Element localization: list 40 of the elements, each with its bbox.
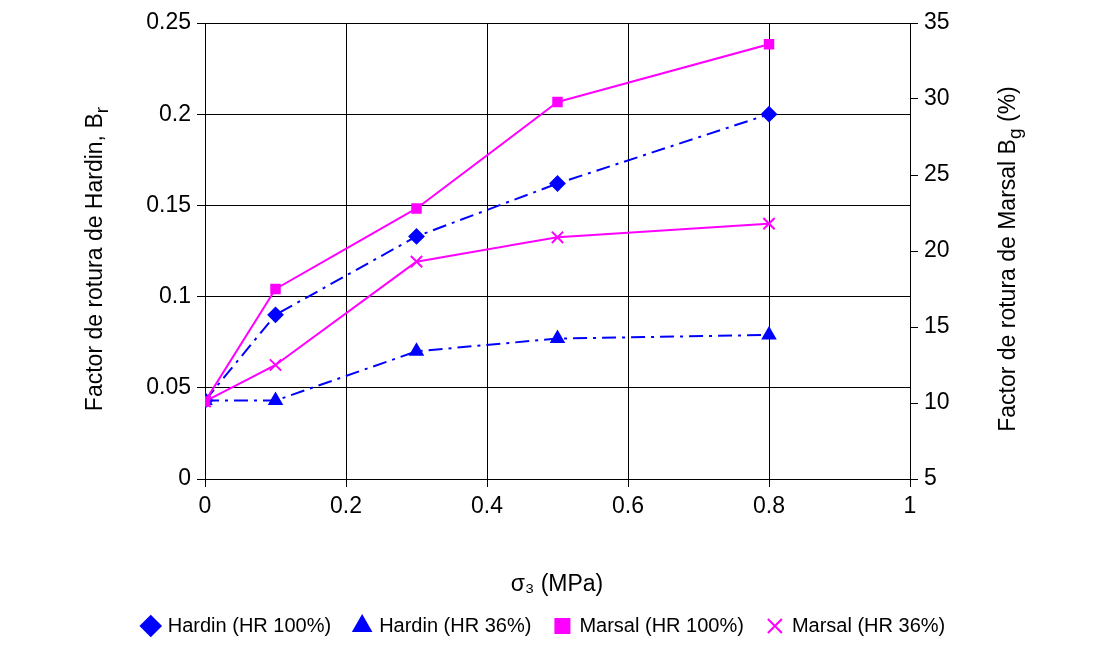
y2-tick-label: 10 <box>924 388 950 415</box>
point <box>408 228 425 245</box>
y-tick-label: 0 <box>178 464 191 491</box>
point <box>761 106 777 123</box>
point <box>549 175 566 192</box>
point <box>270 283 281 295</box>
point <box>761 326 777 340</box>
legend-label: Marsal (HR 100%) <box>579 613 744 636</box>
y2-tick-label: 30 <box>924 84 950 111</box>
point <box>763 39 775 50</box>
y2-tick-label: 5 <box>924 464 937 491</box>
point <box>550 230 565 244</box>
legend-label: Hardin (HR 36%) <box>379 613 532 636</box>
legend-label: Marsal (HR 36%) <box>791 613 946 636</box>
x-axis-title: σ₃ (MPa) <box>510 570 604 597</box>
y-tick-label: 0.1 <box>159 281 191 308</box>
legend-label: Hardin (HR 100%) <box>167 613 332 636</box>
y-tick-label: 0.05 <box>146 373 191 400</box>
point <box>550 330 565 344</box>
x-tick-label: 0.6 <box>612 492 644 519</box>
y2-tick-label: 20 <box>924 236 950 263</box>
y2-tick-label: 25 <box>924 160 950 187</box>
x-tick-label: 0.8 <box>753 492 785 519</box>
point <box>267 306 284 323</box>
y-tick-label: 0.25 <box>146 8 191 35</box>
y-tick-label: 0.15 <box>146 190 191 217</box>
point <box>409 343 424 356</box>
point <box>268 392 283 406</box>
y2-tick-label: 35 <box>924 8 950 35</box>
y2-tick-label: 15 <box>924 312 950 339</box>
point <box>409 254 424 269</box>
point <box>268 358 283 372</box>
x-tick-label: 0 <box>198 492 212 519</box>
x-tick-label: 0.4 <box>471 492 504 519</box>
y-tick-label: 0.2 <box>159 99 191 126</box>
point <box>411 203 422 214</box>
x-tick-label: 0.2 <box>330 492 362 519</box>
point <box>762 216 776 231</box>
x-tick-label: 1 <box>903 492 917 519</box>
point <box>552 96 563 108</box>
